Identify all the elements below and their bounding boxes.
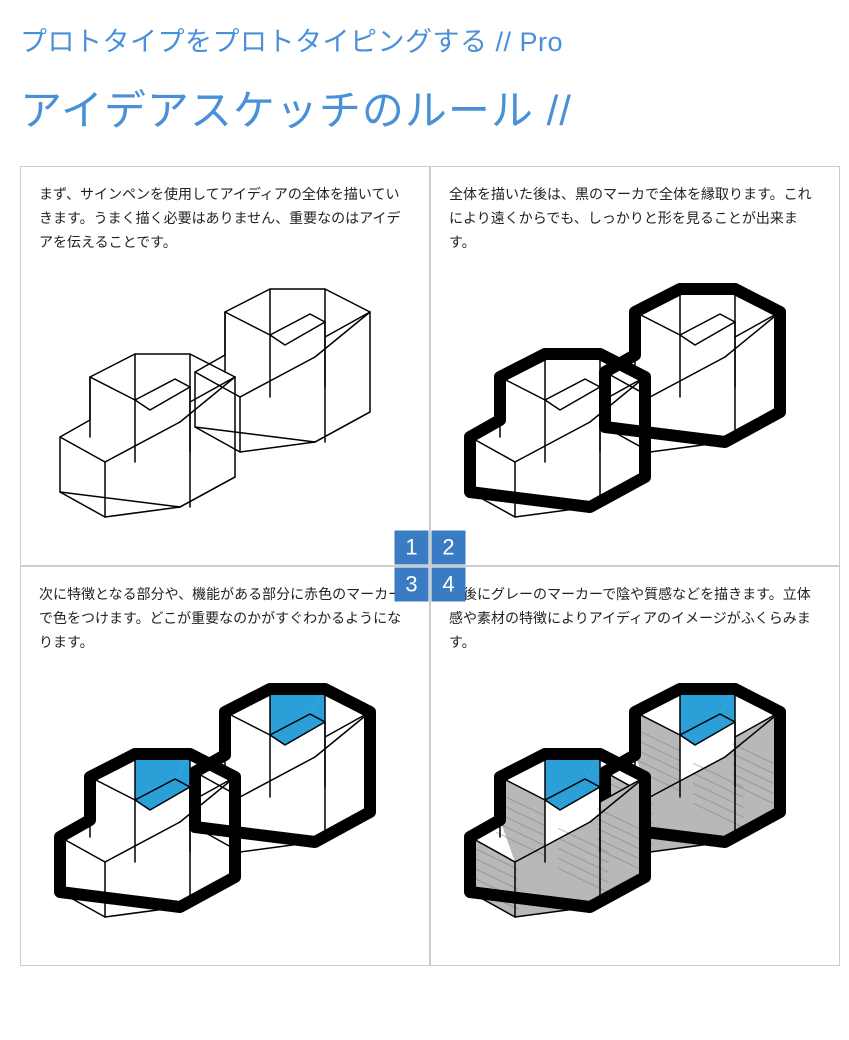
panel-step-3: 次に特徴となる部分や、機能がある部分に赤色のマーカーで色をつけます。どこが重要な…	[20, 566, 430, 966]
panel-grid: まず、サインペンを使用してアイディアの全体を描いていきます。うまく描く必要はあり…	[20, 166, 840, 966]
badge-3: 3	[395, 568, 429, 602]
panel-1-text: まず、サインペンを使用してアイディアの全体を描いていきます。うまく描く必要はあり…	[39, 183, 411, 254]
panel-step-2: 全体を描いた後は、黒のマーカで全体を縁取ります。これにより遠くからでも、しっかり…	[430, 166, 840, 566]
sketch-step-2	[450, 262, 820, 542]
sketch-step-4	[450, 662, 820, 942]
badge-1: 1	[395, 531, 429, 565]
page-title: アイデアスケッチのルール //	[20, 77, 839, 138]
panel-3-text: 次に特徴となる部分や、機能がある部分に赤色のマーカーで色をつけます。どこが重要な…	[39, 583, 411, 654]
panel-step-1: まず、サインペンを使用してアイディアの全体を描いていきます。うまく描く必要はあり…	[20, 166, 430, 566]
panel-2-text: 全体を描いた後は、黒のマーカで全体を縁取ります。これにより遠くからでも、しっかり…	[449, 183, 821, 254]
page-subtitle: プロトタイプをプロトタイピングする // Pro	[20, 20, 839, 59]
panel-step-4: 最後にグレーのマーカーで陰や質感などを描きます。立体感や素材の特徴によりアイディ…	[430, 566, 840, 966]
badge-4: 4	[432, 568, 466, 602]
panel-4-text: 最後にグレーのマーカーで陰や質感などを描きます。立体感や素材の特徴によりアイディ…	[449, 583, 821, 654]
step-number-badges: 1 2 3 4	[395, 531, 466, 602]
sketch-step-3	[40, 662, 410, 942]
sketch-step-1	[40, 262, 410, 542]
badge-2: 2	[432, 531, 466, 565]
